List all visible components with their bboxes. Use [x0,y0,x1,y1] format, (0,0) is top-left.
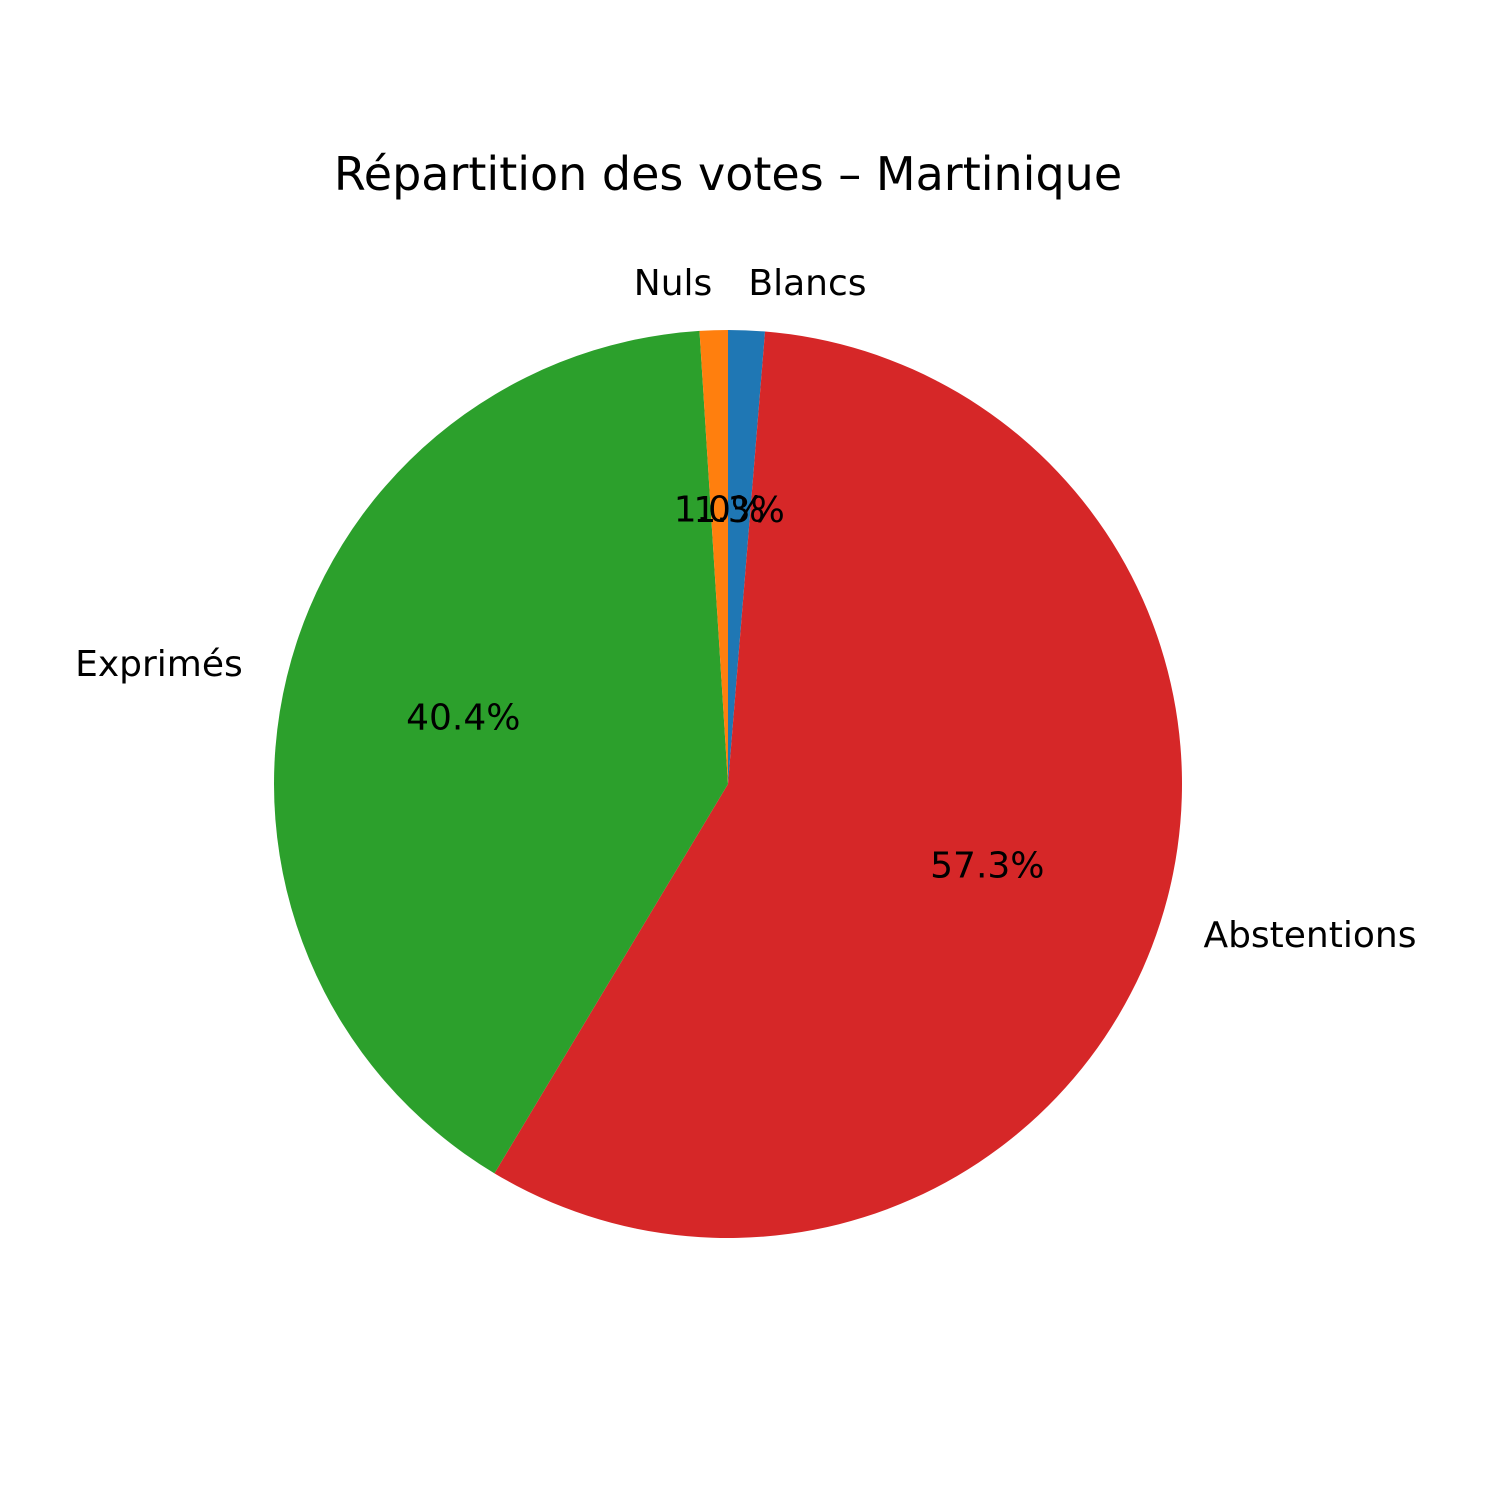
pie-slice-blancs [728,330,766,784]
pct-labels-layer: 1.3% 57.3% 40.4% 1.0% [406,490,1044,887]
labels-layer: Blancs Abstentions Exprimés Nuls [75,263,1416,956]
pie-slice-abstentions [494,331,1182,1238]
slice-pct-label-nuls: 1.0% [674,490,765,531]
slice-pct-label-abstentions: 57.3% [930,845,1044,886]
chart-title: Répartition des votes – Martinique [334,147,1122,201]
slice-label-blancs: Blancs [748,263,866,304]
pie-slice-nuls [699,330,728,784]
slice-label-abstentions: Abstentions [1203,915,1416,956]
pie-slice-exprimes [274,330,728,1174]
slice-pct-label-exprimes: 40.4% [406,698,520,739]
slice-pct-label-blancs: 1.3% [693,490,784,531]
slice-label-exprimes: Exprimés [75,644,243,685]
slices-layer [274,330,1182,1238]
slice-label-nuls: Nuls [634,263,713,304]
